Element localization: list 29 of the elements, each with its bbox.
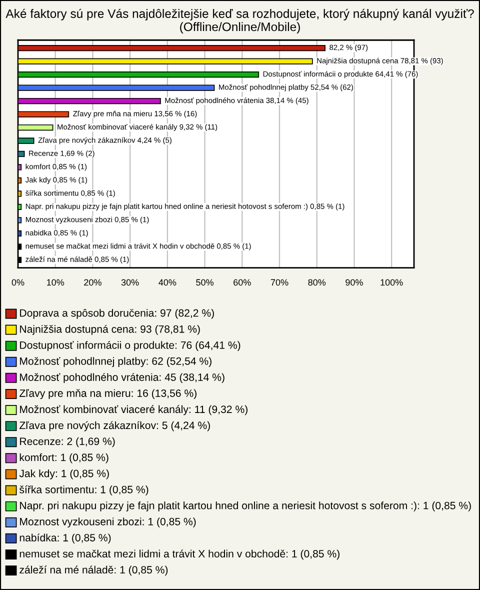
x-tick-label: 80% (308, 279, 326, 286)
x-tick-label: 100% (380, 279, 403, 286)
text: Recenze: 2 (1,69 %) (20, 437, 115, 448)
x-tick-label: 70% (270, 279, 288, 286)
text: Jak kdy: 1 (0,85 %) (19, 469, 109, 480)
text: Doprava a spôsob doručenia: 97 (82,2 %) (20, 308, 214, 319)
x-tick-label: 0% (12, 279, 24, 286)
text: Napr. pri nakupu pizzy je fajn platit kartou hned online a neriesit hotovost s soferom :): 1 (0,85 %) (20, 502, 471, 512)
x-tick-label: 50% (196, 279, 214, 286)
text: šířka sortimentu: 1 (0,85 %) (19, 485, 148, 496)
text: Možnosť kombinovať viaceré kanály: 11 (9,32 %) (20, 405, 248, 416)
x-tick-label: 10% (47, 279, 64, 286)
x-tick-label: 30% (121, 279, 139, 286)
x-tick-label: 60% (234, 279, 251, 286)
text: nabídka: 1 (0,85 %) (20, 534, 111, 544)
text: Možnosť pohodlnnej platby: 62 (52,54 %) (20, 357, 212, 367)
x-tick-label: 20% (84, 279, 102, 286)
text: nemuset se mačkat mezi lidmi a trávit X hodin v obchodě: 1 (0,85 %) (20, 550, 340, 560)
text: komfort: 1 (0,85 %) (20, 453, 108, 464)
text: Najnižšia dostupná cena: 93 (78,81 %) (20, 324, 200, 335)
chart-title: Aké faktory sú pre Vás najdôležitejšie keď sa rozhodujete, ktorý nákupný kanál využiť? (Offline/Online/Mobile) (6, 8, 474, 34)
text: Dostupnosť informácii o produkte: 76 (64,41 %) (20, 340, 240, 351)
text: Zľavy pre mňa na mieru: 16 (13,56 %) (20, 389, 196, 400)
x-tick-label: 90% (346, 279, 363, 286)
x-tick-label: 40% (158, 279, 176, 286)
text: záleží na mé náladě: 1 (0,85 %) (20, 566, 168, 576)
text: Moznost vyzkouseni zbozi: 1 (0,85 %) (20, 518, 196, 528)
text: Možnosť pohodlného vrátenia: 45 (38,14 %) (20, 373, 224, 384)
text: Zľava pre nových zákazníkov: 5 (4,24 %) (20, 421, 210, 432)
